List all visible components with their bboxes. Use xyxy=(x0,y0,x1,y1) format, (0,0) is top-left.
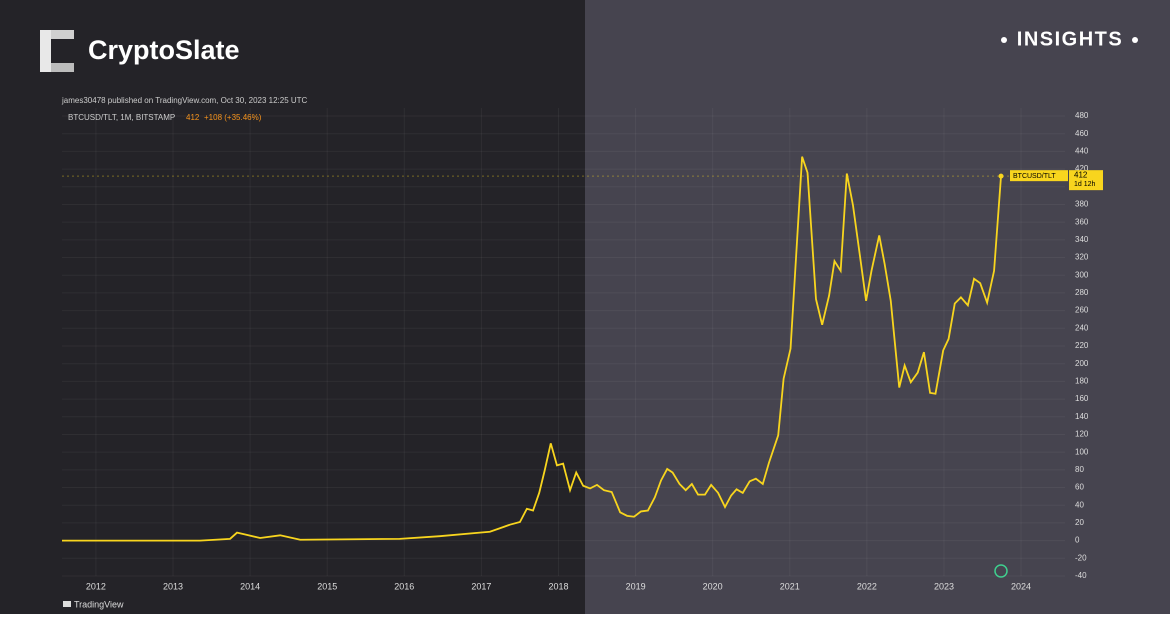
change: +108 (+35.46%) xyxy=(204,113,262,122)
price-tag xyxy=(1069,170,1103,191)
y-tick-label: 280 xyxy=(1075,288,1089,297)
logo-icon xyxy=(40,30,74,72)
y-tick-label: 60 xyxy=(1075,483,1084,492)
tag xyxy=(1010,170,1068,182)
y-tick-label: 180 xyxy=(1075,376,1089,385)
symbol: BTCUSD/TLT, 1M, BITSTAMP xyxy=(68,113,175,122)
price-tag-value: 412 xyxy=(1074,170,1088,179)
countdown: 1d 12h xyxy=(1074,181,1096,188)
dot xyxy=(1132,37,1138,43)
y-tick-label: 140 xyxy=(1075,412,1089,421)
last-value: 412 xyxy=(186,113,200,122)
y-tick-label: 0 xyxy=(1075,536,1080,545)
tag-name: BTCUSD/TLT xyxy=(1013,173,1056,180)
y-tick-label: -40 xyxy=(1075,571,1087,580)
y-tick-label: 200 xyxy=(1075,359,1089,368)
y-tick-label: 220 xyxy=(1075,341,1089,350)
y-tick-label: -20 xyxy=(1075,553,1087,562)
bg-right xyxy=(585,0,1170,614)
last-point xyxy=(998,173,1004,179)
y-tick-label: 40 xyxy=(1075,500,1084,509)
x-tick-label: 2012 xyxy=(86,581,106,591)
brand: CryptoSlate xyxy=(88,35,240,65)
dot xyxy=(1001,37,1007,43)
y-tick-label: 340 xyxy=(1075,235,1089,244)
y-tick-label: 120 xyxy=(1075,430,1089,439)
y-tick-label: 80 xyxy=(1075,465,1084,474)
x-tick-label: 2024 xyxy=(1011,581,1031,591)
y-tick-label: 360 xyxy=(1075,217,1089,226)
x-tick-label: 2016 xyxy=(394,581,414,591)
footer: TradingView xyxy=(74,599,124,609)
x-tick-label: 2019 xyxy=(626,581,646,591)
y-tick-label: 260 xyxy=(1075,306,1089,315)
x-tick-label: 2014 xyxy=(240,581,260,591)
y-tick-label: 300 xyxy=(1075,270,1089,279)
y-tick-label: 460 xyxy=(1075,129,1089,138)
publisher: james30478 published on TradingView.com,… xyxy=(61,96,308,105)
y-tick-label: 440 xyxy=(1075,146,1089,155)
x-tick-label: 2015 xyxy=(317,581,337,591)
footer-icon xyxy=(63,601,71,607)
series-line xyxy=(62,156,1002,542)
x-tick-label: 2021 xyxy=(780,581,800,591)
badge: INSIGHTS xyxy=(1017,28,1123,50)
bg-left xyxy=(0,0,585,614)
x-tick-label: 2013 xyxy=(163,581,183,591)
x-tick-label: 2023 xyxy=(934,581,954,591)
x-tick-label: 2020 xyxy=(703,581,723,591)
y-tick-label: 20 xyxy=(1075,518,1084,527)
y-tick-label: 100 xyxy=(1075,447,1089,456)
x-tick-label: 2018 xyxy=(548,581,568,591)
y-tick-label: 320 xyxy=(1075,253,1089,262)
y-tick-label: 480 xyxy=(1075,111,1089,120)
x-tick-label: 2017 xyxy=(471,581,491,591)
y-tick-label: 240 xyxy=(1075,323,1089,332)
x-tick-label: 2022 xyxy=(857,581,877,591)
y-tick-label: 160 xyxy=(1075,394,1089,403)
y-tick-label: 420 xyxy=(1075,164,1089,173)
icon xyxy=(994,564,1008,578)
y-tick-label: 380 xyxy=(1075,200,1089,209)
